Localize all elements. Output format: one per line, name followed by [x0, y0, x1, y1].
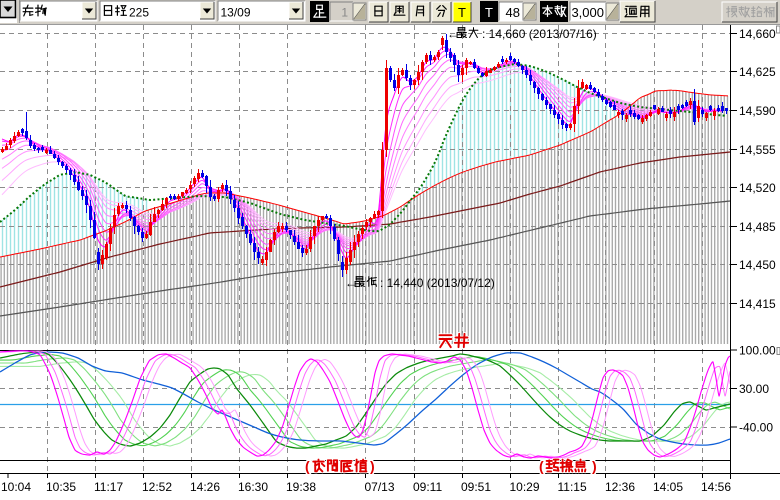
svg-text:: 14,660 (2013/07/16): : 14,660 (2013/07/16) [482, 27, 597, 41]
svg-text:): ) [370, 458, 375, 474]
svg-text:←: ← [447, 27, 459, 41]
svg-text:14,590: 14,590 [739, 104, 776, 118]
svg-text:14,625: 14,625 [739, 65, 776, 79]
svg-text:3,000: 3,000 [571, 5, 604, 20]
svg-text:T: T [458, 5, 466, 20]
svg-text:14,520: 14,520 [739, 181, 776, 195]
svg-text:(: ( [305, 458, 310, 474]
svg-text:12:36: 12:36 [605, 480, 635, 494]
svg-text:13/09: 13/09 [221, 6, 251, 20]
svg-text:09:51: 09:51 [461, 480, 491, 494]
svg-text:14,485: 14,485 [739, 220, 776, 234]
svg-text:14:56: 14:56 [701, 480, 731, 494]
svg-text:14:26: 14:26 [190, 480, 220, 494]
svg-text:14,555: 14,555 [739, 143, 776, 157]
svg-text:09:11: 09:11 [413, 480, 442, 494]
svg-text:-40.00: -40.00 [739, 421, 773, 435]
svg-text:): ) [592, 458, 597, 474]
svg-text:19:38: 19:38 [286, 480, 316, 494]
svg-text:10:29: 10:29 [510, 480, 540, 494]
svg-text:: 14,440 (2013/07/12): : 14,440 (2013/07/12) [380, 276, 495, 290]
svg-text:07/13: 07/13 [365, 480, 395, 494]
svg-text:1: 1 [341, 6, 348, 20]
svg-text:T: T [485, 5, 493, 20]
svg-text:11:17: 11:17 [94, 480, 123, 494]
svg-text:12:52: 12:52 [142, 480, 172, 494]
svg-text:30.00: 30.00 [739, 382, 769, 396]
svg-text:14,450: 14,450 [739, 258, 776, 272]
svg-text:(: ( [539, 458, 544, 474]
svg-text:14,415: 14,415 [739, 297, 776, 311]
svg-text:16:30: 16:30 [238, 480, 268, 494]
svg-text:←: ← [345, 276, 357, 290]
svg-text:11:15: 11:15 [558, 480, 587, 494]
svg-text:10:35: 10:35 [46, 480, 76, 494]
svg-text:48: 48 [506, 5, 520, 20]
svg-text:225: 225 [129, 6, 149, 20]
svg-text:10:04: 10:04 [1, 480, 31, 494]
svg-text:14:05: 14:05 [653, 480, 683, 494]
svg-text:14,660: 14,660 [739, 27, 776, 41]
svg-text:100.00: 100.00 [739, 344, 776, 358]
